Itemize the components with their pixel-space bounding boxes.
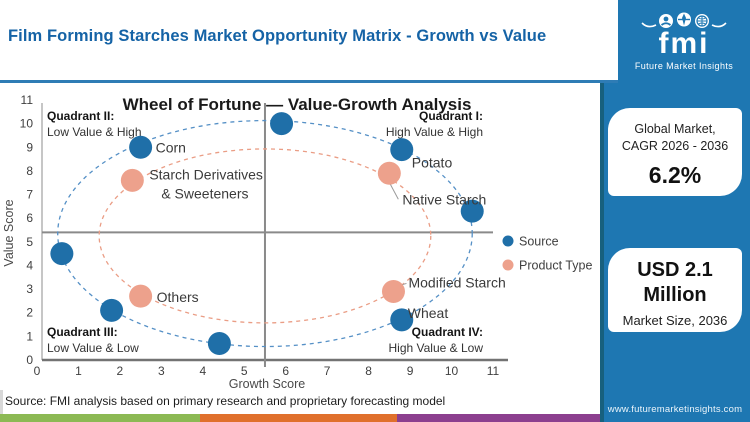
y-tick: 7: [26, 188, 33, 202]
stats-sidebar: Global Market, CAGR 2026 - 2036 6.2% USD…: [600, 83, 750, 422]
data-point-source: [390, 138, 414, 162]
chart-title: Wheel of Fortune — Value-Growth Analysis: [123, 95, 472, 114]
quadrant-name: Quadrant III:: [47, 325, 118, 339]
quadrant-name: Quadrant IV:: [412, 325, 483, 339]
x-tick: 1: [75, 364, 82, 378]
data-point-product-type: [120, 168, 144, 192]
quadrant-desc: Low Value & High: [47, 125, 142, 139]
chart-area: Wheel of Fortune — Value-Growth Analysis…: [0, 83, 600, 391]
y-tick: 6: [26, 211, 33, 225]
y-axis-label: Value Score: [2, 199, 16, 266]
quadrant-desc: High Value & Low: [389, 341, 484, 355]
data-point-source: [390, 308, 414, 332]
point-label: Wheat: [408, 305, 449, 321]
cagr-card-line1: Global Market,: [634, 122, 716, 136]
brand-tagline: Future Market Insights: [634, 60, 734, 71]
source-note: Source: FMI analysis based on primary re…: [5, 394, 446, 408]
quadrant-name: Quadrant I:: [419, 109, 483, 123]
y-tick: 11: [21, 93, 34, 107]
legend-label: Product Type: [519, 259, 592, 273]
y-tick: 9: [26, 140, 33, 154]
quadrant-desc: High Value & High: [386, 125, 483, 139]
y-tick: 10: [20, 117, 34, 131]
data-point-source: [270, 112, 294, 136]
point-label: Corn: [156, 139, 186, 155]
legend-swatch-source: [502, 235, 514, 247]
brand-wordmark: fmi: [658, 27, 710, 61]
header-divider: [0, 80, 618, 83]
data-point-product-type: [129, 284, 153, 308]
stripe-orange: [200, 414, 397, 422]
data-point-source: [100, 298, 124, 322]
ring-product-type: [98, 148, 432, 324]
point-label: & Sweeteners: [161, 185, 248, 201]
x-tick: 2: [117, 364, 124, 378]
x-tick: 8: [365, 364, 372, 378]
x-tick: 11: [487, 364, 500, 378]
x-tick: 3: [158, 364, 165, 378]
footer-stripe: [0, 414, 600, 422]
data-point-source: [460, 199, 484, 223]
x-tick: 9: [407, 364, 414, 378]
data-point-source: [207, 331, 231, 355]
x-tick: 7: [324, 364, 331, 378]
point-label: Starch Derivatives: [149, 166, 263, 182]
x-tick: 0: [34, 364, 41, 378]
logo-globes-icon: [641, 12, 727, 29]
point-label: Modified Starch: [408, 274, 505, 290]
label-leader-line: [389, 184, 399, 200]
x-tick: 10: [445, 364, 459, 378]
cagr-value: 6.2%: [648, 161, 702, 188]
y-tick: 8: [26, 164, 33, 178]
quadrant-name: Quadrant II:: [47, 109, 114, 123]
market-size-label: Market Size, 2036: [622, 313, 728, 328]
y-tick: 3: [26, 282, 33, 296]
fmi-logo: fmi Future Market Insights: [618, 0, 750, 83]
cagr-card-line2: CAGR 2026 - 2036: [621, 138, 729, 153]
data-point-product-type: [381, 279, 405, 303]
page-title: Film Forming Starches Market Opportunity…: [8, 27, 547, 45]
cagr-card: Global Market, CAGR 2026 - 2036 6.2%: [608, 108, 742, 196]
data-point-source: [129, 135, 153, 159]
y-tick: 1: [26, 329, 33, 343]
market-size-card: USD 2.1 Million Market Size, 2036: [608, 248, 742, 332]
value-growth-chart: Wheel of Fortune — Value-Growth Analysis…: [2, 93, 592, 391]
point-label: Native Starch: [402, 191, 486, 207]
stripe-purple: [397, 414, 600, 422]
ring-source: [57, 119, 473, 348]
y-tick: 0: [26, 353, 33, 367]
y-tick: 2: [26, 306, 33, 320]
x-tick: 6: [282, 364, 289, 378]
sidebar-edge: [600, 83, 604, 422]
stripe-green: [0, 414, 200, 422]
header: Film Forming Starches Market Opportunity…: [0, 0, 618, 83]
legend-swatch-product-type: [502, 259, 514, 271]
y-tick: 5: [26, 235, 33, 249]
point-label: Potato: [412, 155, 453, 171]
x-axis-label: Growth Score: [229, 377, 305, 390]
market-size-value: USD 2.1 Million: [637, 259, 713, 306]
legend-label: Source: [519, 235, 559, 249]
quadrant-desc: Low Value & Low: [47, 341, 139, 355]
data-point-source: [50, 242, 74, 266]
website-url: www.futuremarketinsights.com: [607, 404, 743, 415]
data-point-product-type: [377, 161, 401, 185]
x-tick: 4: [199, 364, 206, 378]
y-tick: 4: [26, 258, 33, 272]
point-label: Others: [157, 289, 199, 305]
x-tick: 5: [241, 364, 248, 378]
